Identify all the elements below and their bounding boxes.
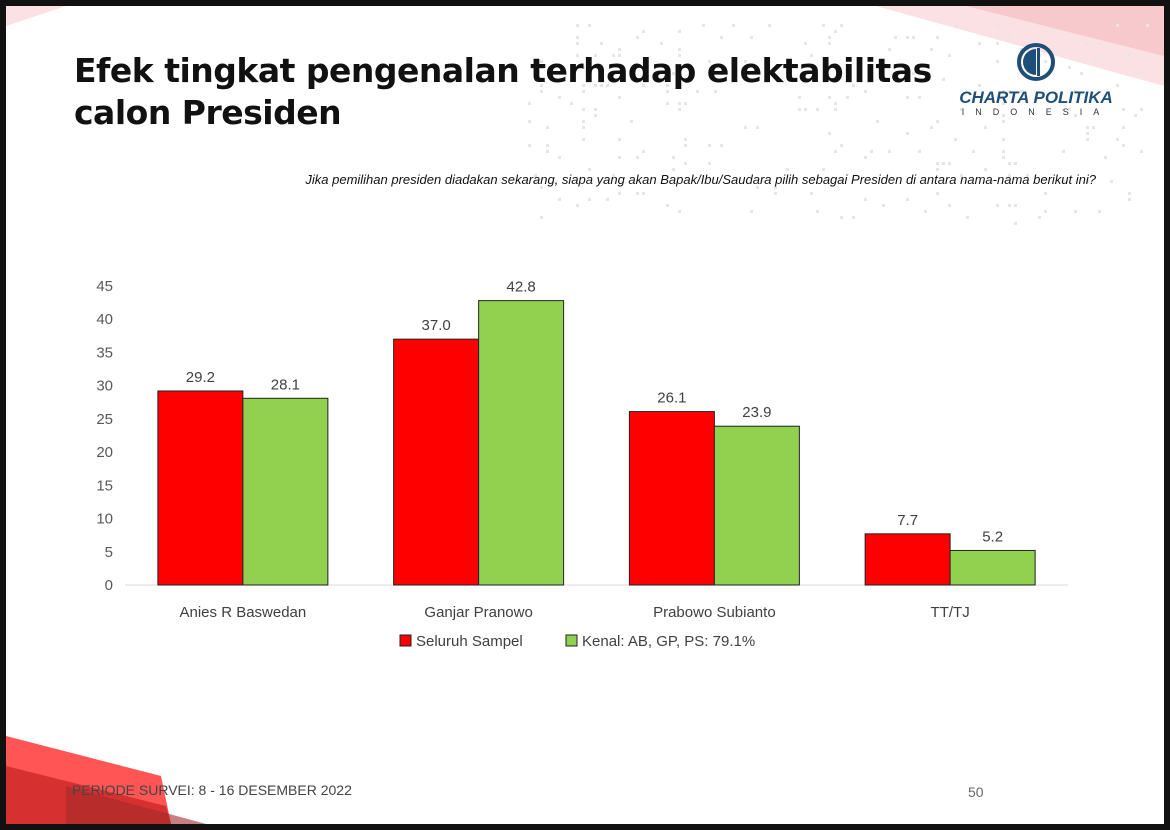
charta-politika-logo: CHARTA POLITIKA INDONESIA (940, 42, 1130, 122)
y-tick-label: 40 (96, 311, 113, 328)
bar-kenal (242, 397, 329, 586)
x-tick-label: Anies R Baswedan (180, 604, 307, 621)
page-number: 50 (968, 784, 984, 800)
data-label: 42.8 (507, 279, 536, 296)
slide: Efek tingkat pengenalan terhadap elektab… (6, 6, 1164, 824)
bar-seluruh-sampel (628, 411, 715, 586)
y-tick-label: 30 (96, 378, 113, 395)
x-tick-label: Ganjar Pranowo (424, 604, 532, 621)
legend-swatch (565, 634, 578, 647)
chart-subtitle: Jika pemilihan presiden diadakan sekaran… (305, 172, 1096, 187)
data-label: 29.2 (186, 369, 215, 386)
bar-seluruh-sampel (157, 390, 244, 586)
bar-kenal (949, 549, 1036, 586)
data-label: 26.1 (657, 390, 686, 407)
svg-text:INDONESIA: INDONESIA (962, 107, 1111, 117)
data-label: 28.1 (271, 376, 300, 393)
data-label: 7.7 (897, 512, 918, 529)
survey-period: PERIODE SURVEI: 8 - 16 DESEMBER 2022 (72, 782, 352, 798)
svg-text:CHARTA POLITIKA: CHARTA POLITIKA (959, 88, 1113, 107)
x-tick-label: TT/TJ (931, 604, 970, 621)
y-tick-label: 35 (96, 344, 113, 361)
bar-kenal (478, 300, 565, 586)
y-tick-label: 0 (105, 577, 113, 594)
page-title: Efek tingkat pengenalan terhadap elektab… (74, 51, 932, 132)
bar-seluruh-sampel (393, 338, 480, 586)
y-tick-label: 45 (96, 278, 113, 295)
y-tick-label: 10 (96, 511, 113, 528)
decorative-background (6, 6, 1164, 824)
y-tick-label: 5 (105, 544, 113, 561)
legend-entry: Kenal: AB, GP, PS: 79.1% (582, 633, 755, 650)
legend-entry: Seluruh Sampel (416, 633, 523, 650)
data-label: 5.2 (982, 528, 1003, 545)
bar-kenal (713, 425, 800, 586)
bar-chart: 0 5 10 15 20 25 30 35 40 45 29.2 28.1 Anies R Baswed… (96, 278, 1068, 650)
data-label: 23.9 (742, 404, 771, 421)
bar-seluruh-sampel (864, 533, 951, 586)
y-tick-label: 25 (96, 411, 113, 428)
legend-swatch (399, 634, 412, 647)
x-tick-label: Prabowo Subianto (653, 604, 776, 621)
data-label: 37.0 (422, 317, 451, 334)
y-tick-label: 20 (96, 444, 113, 461)
y-tick-label: 15 (96, 477, 113, 494)
